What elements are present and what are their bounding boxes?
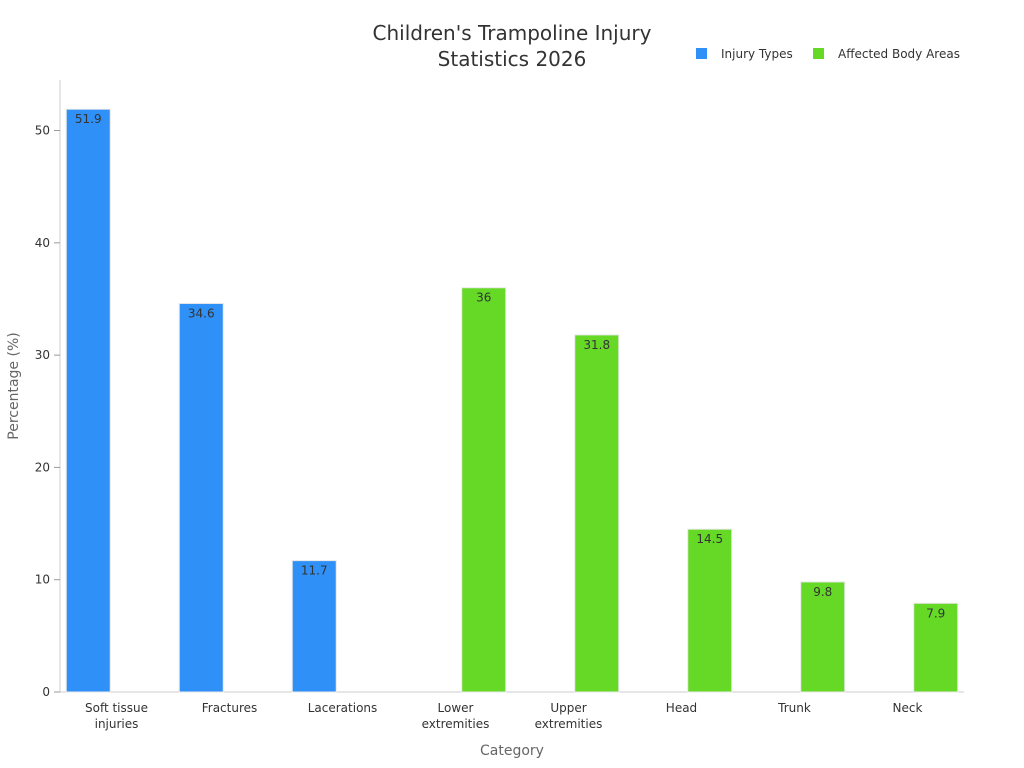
y-tick-label-0: 0 bbox=[42, 685, 50, 699]
chart-title: Children's Trampoline Injury Statistics … bbox=[373, 21, 652, 71]
bar-affected-body-areas-trunk bbox=[800, 581, 846, 693]
bar-injury-types-lacerations bbox=[291, 560, 337, 693]
chart-title-line-1: Children's Trampoline Injury bbox=[373, 21, 652, 45]
bar-affected-body-areas-neck bbox=[913, 602, 959, 693]
chart-title-line-2: Statistics 2026 bbox=[438, 47, 587, 71]
bar-label-affected-body-areas-head: 14.5 bbox=[696, 532, 723, 546]
x-tick-label-trunk: Trunk bbox=[777, 701, 811, 715]
legend-label-injury-types: Injury Types bbox=[721, 47, 793, 61]
bar-label-injury-types-lacerations: 11.7 bbox=[301, 564, 328, 578]
x-tick-label-soft-tissue-injuries: Soft tissue injuries bbox=[85, 701, 148, 731]
y-axis-title: Percentage (%) bbox=[6, 332, 22, 439]
bar-injury-types-soft-tissue-injuries bbox=[65, 108, 111, 693]
legend-swatch-injury-types bbox=[696, 48, 707, 59]
x-axis-title: Category bbox=[480, 743, 544, 759]
bar-label-injury-types-soft-tissue-injuries: 51.9 bbox=[75, 112, 102, 126]
y-tick-label-20: 20 bbox=[35, 460, 50, 474]
x-tick-label-head: Head bbox=[666, 701, 697, 715]
x-tick-label-lower-extremities: Lower extremities bbox=[422, 701, 490, 731]
bar-affected-body-areas-upper-extremities bbox=[574, 334, 620, 693]
bar-label-affected-body-areas-neck: 7.9 bbox=[926, 606, 945, 620]
x-axis-ticks: Soft tissue injuries Fractures Lacerations L… bbox=[85, 701, 923, 731]
bar-label-affected-body-areas-upper-extremities: 31.8 bbox=[583, 338, 610, 352]
y-tick-label-30: 30 bbox=[35, 348, 50, 362]
y-tick-label-10: 10 bbox=[35, 573, 50, 587]
x-tick-label-lacerations: Lacerations bbox=[308, 701, 378, 715]
legend-label-affected-body-areas: Affected Body Areas bbox=[838, 47, 960, 61]
legend: Injury Types Affected Body Areas bbox=[696, 47, 960, 61]
y-tick-label-50: 50 bbox=[35, 124, 50, 138]
bar-injury-types-fractures bbox=[178, 302, 224, 693]
bar-affected-body-areas-head bbox=[687, 528, 733, 693]
bar-label-affected-body-areas-lower-extremities: 36 bbox=[476, 291, 491, 305]
bar-affected-body-areas-lower-extremities bbox=[461, 287, 507, 693]
y-axis-ticks: 0 10 20 30 40 50 bbox=[35, 124, 60, 699]
bar-label-injury-types-fractures: 34.6 bbox=[188, 306, 215, 320]
x-tick-label-upper-extremities: Upper extremities bbox=[535, 701, 603, 731]
bars bbox=[65, 108, 959, 693]
x-tick-label-neck: Neck bbox=[893, 701, 923, 715]
y-tick-label-40: 40 bbox=[35, 236, 50, 250]
legend-swatch-affected-body-areas bbox=[813, 48, 824, 59]
bar-value-labels: 51.9 34.6 11.7 36 31.8 14.5 9.8 7.9 bbox=[75, 112, 945, 620]
x-tick-label-fractures: Fractures bbox=[202, 701, 258, 715]
bar-label-affected-body-areas-trunk: 9.8 bbox=[813, 585, 832, 599]
